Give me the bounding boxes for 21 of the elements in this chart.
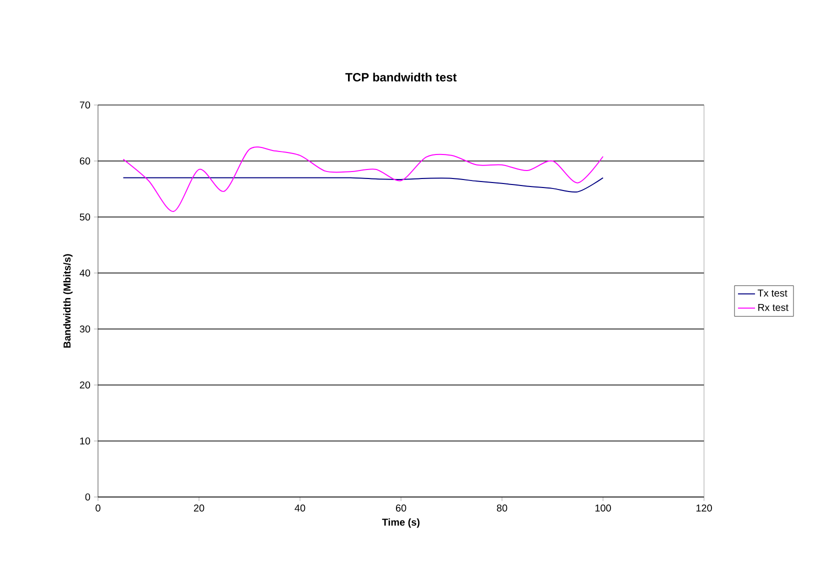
x-tick-label: 0	[96, 504, 100, 512]
chart-title: TCP bandwidth test	[345, 72, 457, 82]
y-tick-label: 10	[80, 437, 90, 445]
x-tick-label: 40	[294, 504, 306, 512]
x-axis-title: Time (s)	[382, 518, 420, 528]
y-tick-label: 20	[80, 381, 90, 389]
y-tick-label: 0	[85, 493, 90, 501]
x-tick-label: 60	[396, 504, 406, 512]
y-tick-label: 30	[80, 325, 90, 333]
x-tick-label: 100	[595, 504, 611, 512]
y-tick-label: 60	[80, 157, 90, 165]
legend-label: Rx test	[758, 304, 788, 311]
x-tick-label: 20	[194, 504, 204, 512]
y-tick-label: 50	[80, 213, 90, 221]
x-tick-label: 80	[496, 504, 508, 512]
y-tick-label: 70	[80, 101, 90, 109]
x-tick-label: 120	[696, 504, 712, 512]
y-tick-label: 40	[80, 269, 90, 277]
line-series	[122, 177, 604, 193]
legend-label: Tx test	[758, 290, 788, 297]
y-axis-title: Bandwidth (Mbits/s)	[63, 254, 73, 348]
